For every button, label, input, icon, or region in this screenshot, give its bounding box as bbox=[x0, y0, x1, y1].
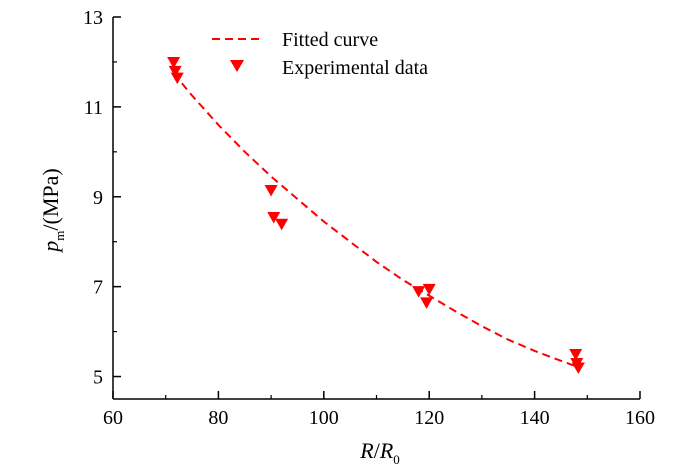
data-point-marker bbox=[275, 218, 289, 231]
y-tick-labels: 5 7 9 11 13 bbox=[83, 7, 103, 389]
legend: Fitted curve Experimental data bbox=[212, 29, 428, 79]
data-point-marker bbox=[569, 349, 583, 361]
x-tick-labels: 60 80 100 120 140 160 bbox=[103, 407, 655, 429]
axis-ticks bbox=[112, 16, 641, 399]
data-point-marker bbox=[412, 286, 426, 298]
x-tick-label: 160 bbox=[625, 407, 655, 429]
fitted-curve-line bbox=[172, 72, 578, 368]
experimental-data-series bbox=[167, 56, 585, 375]
legend-fitted-curve-label: Fitted curve bbox=[282, 29, 378, 51]
legend-experimental-data-label: Experimental data bbox=[282, 57, 428, 79]
data-point-marker bbox=[422, 283, 436, 296]
y-tick-label: 7 bbox=[93, 277, 103, 299]
legend-experimental-data-marker bbox=[230, 60, 244, 72]
x-tick-label: 140 bbox=[520, 407, 550, 429]
data-point-marker bbox=[571, 362, 585, 375]
y-tick-label: 5 bbox=[93, 367, 103, 389]
y-tick-label: 13 bbox=[83, 7, 103, 29]
x-tick-label: 120 bbox=[414, 407, 444, 429]
data-point-marker bbox=[267, 211, 281, 224]
data-point-marker bbox=[420, 297, 434, 309]
x-tick-label: 60 bbox=[103, 407, 123, 429]
data-point-marker bbox=[167, 56, 181, 69]
fitted-curve-series bbox=[172, 72, 578, 368]
x-tick-label: 80 bbox=[208, 407, 228, 429]
x-tick-label: 100 bbox=[309, 407, 339, 429]
x-axis-label: R/R0 bbox=[359, 438, 400, 467]
data-point-marker bbox=[168, 65, 182, 78]
data-point-marker bbox=[264, 185, 278, 197]
y-axis-label: pm/(MPa) bbox=[38, 168, 67, 253]
y-tick-label: 11 bbox=[84, 97, 103, 119]
y-tick-label: 9 bbox=[93, 187, 103, 209]
data-point-marker bbox=[170, 72, 184, 85]
